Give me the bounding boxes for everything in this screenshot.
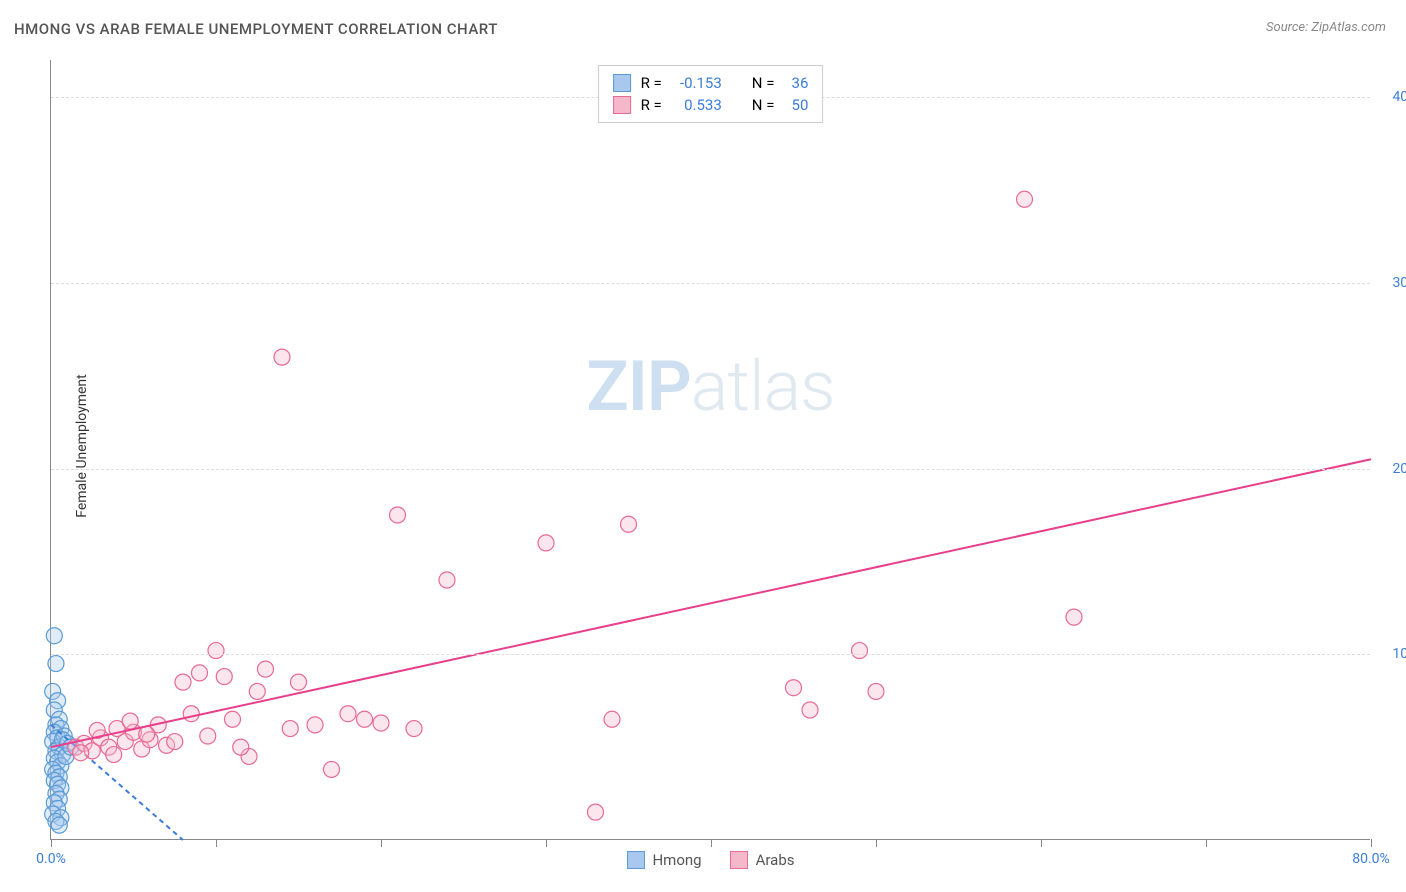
- legend-item-hmong: Hmong: [626, 851, 701, 869]
- data-point-arabs: [258, 661, 274, 677]
- data-point-arabs: [1017, 191, 1033, 207]
- data-point-arabs: [852, 643, 868, 659]
- swatch-arabs: [613, 96, 631, 114]
- data-point-arabs: [538, 535, 554, 551]
- x-tick-label: 80.0%: [1352, 851, 1390, 867]
- data-point-arabs: [167, 734, 183, 750]
- data-point-arabs: [282, 721, 298, 737]
- y-tick-label: 30.0%: [1375, 275, 1406, 291]
- data-point-arabs: [73, 745, 89, 761]
- data-point-arabs: [786, 680, 802, 696]
- data-point-arabs: [1066, 609, 1082, 625]
- r-value-arabs: 0.533: [672, 96, 722, 114]
- correlation-legend: R = -0.153 N = 36 R = 0.533 N = 50: [598, 65, 824, 123]
- data-point-arabs: [233, 739, 249, 755]
- data-point-hmong: [46, 628, 62, 644]
- x-tick: [546, 839, 547, 847]
- x-tick: [1371, 839, 1372, 847]
- data-point-arabs: [406, 721, 422, 737]
- gridline: [51, 654, 1370, 655]
- y-tick-label: 20.0%: [1375, 461, 1406, 477]
- y-tick-label: 10.0%: [1375, 646, 1406, 662]
- data-point-arabs: [192, 665, 208, 681]
- n-value-hmong: 36: [784, 74, 808, 92]
- data-point-hmong: [51, 817, 67, 833]
- legend-row-arabs: R = 0.533 N = 50: [613, 94, 809, 116]
- data-point-arabs: [357, 711, 373, 727]
- legend-label-hmong: Hmong: [652, 851, 701, 869]
- x-tick: [381, 839, 382, 847]
- legend-item-arabs: Arabs: [730, 851, 795, 869]
- data-point-arabs: [225, 711, 241, 727]
- plot-area: ZIPatlas R = -0.153 N = 36 R = 0.533 N =…: [50, 60, 1370, 840]
- data-point-arabs: [604, 711, 620, 727]
- x-tick: [1206, 839, 1207, 847]
- data-point-arabs: [208, 643, 224, 659]
- y-tick-label: 40.0%: [1375, 89, 1406, 105]
- legend-label-arabs: Arabs: [756, 851, 795, 869]
- data-point-arabs: [802, 702, 818, 718]
- x-tick: [711, 839, 712, 847]
- swatch-hmong-icon: [626, 851, 644, 869]
- r-label: R =: [641, 74, 662, 92]
- x-tick: [1041, 839, 1042, 847]
- data-point-arabs: [122, 713, 138, 729]
- data-point-arabs: [373, 715, 389, 731]
- data-point-arabs: [200, 728, 216, 744]
- data-point-arabs: [216, 669, 232, 685]
- trendline-arabs: [51, 459, 1371, 747]
- gridline: [51, 469, 1370, 470]
- data-point-arabs: [183, 706, 199, 722]
- chart-title: HMONG VS ARAB FEMALE UNEMPLOYMENT CORREL…: [14, 20, 498, 38]
- data-point-arabs: [175, 674, 191, 690]
- x-tick: [876, 839, 877, 847]
- data-point-arabs: [274, 349, 290, 365]
- n-label: N =: [752, 74, 775, 92]
- data-point-arabs: [868, 683, 884, 699]
- swatch-hmong: [613, 74, 631, 92]
- data-point-arabs: [249, 683, 265, 699]
- source-attribution: Source: ZipAtlas.com: [1266, 20, 1386, 35]
- data-point-hmong: [48, 656, 64, 672]
- data-point-arabs: [139, 726, 155, 742]
- data-point-arabs: [588, 804, 604, 820]
- data-point-arabs: [307, 717, 323, 733]
- series-legend: Hmong Arabs: [626, 851, 794, 869]
- data-point-arabs: [324, 761, 340, 777]
- legend-row-hmong: R = -0.153 N = 36: [613, 72, 809, 94]
- n-value-arabs: 50: [784, 96, 808, 114]
- gridline: [51, 283, 1370, 284]
- chart-svg: [51, 60, 1370, 839]
- data-point-arabs: [439, 572, 455, 588]
- x-tick: [51, 839, 52, 847]
- data-point-arabs: [621, 516, 637, 532]
- data-point-arabs: [390, 507, 406, 523]
- x-tick: [216, 839, 217, 847]
- data-point-arabs: [106, 747, 122, 763]
- r-value-hmong: -0.153: [672, 74, 722, 92]
- r-label: R =: [641, 96, 662, 114]
- n-label: N =: [752, 96, 775, 114]
- swatch-arabs-icon: [730, 851, 748, 869]
- x-tick-label: 0.0%: [36, 851, 66, 867]
- data-point-arabs: [291, 674, 307, 690]
- data-point-arabs: [340, 706, 356, 722]
